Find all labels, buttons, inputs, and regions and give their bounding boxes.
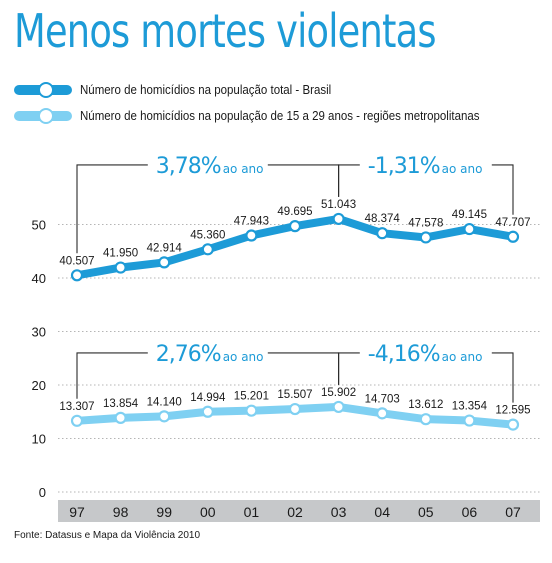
data-point xyxy=(158,410,171,423)
data-point xyxy=(114,411,127,424)
data-point xyxy=(70,269,84,282)
data-point xyxy=(506,418,520,431)
annotation-bracket xyxy=(338,352,360,385)
data-point xyxy=(332,212,345,226)
x-tick-label: 03 xyxy=(331,504,347,520)
x-tick-label: 06 xyxy=(462,504,478,520)
annotation-bracket xyxy=(76,164,148,254)
annotation-label: -4,16% ao ano xyxy=(368,342,483,367)
annotation-bracket xyxy=(491,352,514,403)
x-axis-band xyxy=(58,500,540,522)
data-label: 14.703 xyxy=(365,393,400,405)
data-point xyxy=(506,230,520,243)
x-tick-label: 05 xyxy=(418,504,434,520)
data-point xyxy=(114,261,127,274)
x-tick-label: 98 xyxy=(113,504,129,520)
legend-swatch-youth xyxy=(14,106,72,126)
x-tick-label: 01 xyxy=(244,504,260,520)
legend-swatch-total xyxy=(14,80,72,100)
annotation-label: 3,78% ao ano xyxy=(156,154,264,179)
data-label: 48.374 xyxy=(365,213,401,225)
annotation-bracket xyxy=(267,352,340,385)
data-point xyxy=(463,414,476,427)
data-point xyxy=(245,229,258,242)
y-tick-label: 0 xyxy=(39,485,46,500)
data-label: 47.943 xyxy=(234,216,269,228)
y-tick-label: 50 xyxy=(32,218,46,233)
data-label: 41.950 xyxy=(103,248,138,260)
data-point xyxy=(288,402,302,416)
data-label: 42.914 xyxy=(147,242,183,254)
data-label: 51.043 xyxy=(321,199,356,211)
y-tick-label: 10 xyxy=(32,432,46,447)
annotation-bracket xyxy=(491,164,514,215)
data-point xyxy=(419,413,432,426)
data-label: 15.507 xyxy=(277,389,312,401)
data-label: 49.145 xyxy=(452,209,487,221)
legend-item-total: Número de homicídios na população total … xyxy=(14,80,353,100)
legend-item-youth: Número de homicídios na população de 15 … xyxy=(14,106,514,126)
data-point xyxy=(288,220,302,233)
y-tick-label: 40 xyxy=(32,271,46,286)
data-label: 13.854 xyxy=(103,398,139,410)
x-tick-label: 04 xyxy=(374,504,390,520)
data-label: 13.354 xyxy=(452,401,488,413)
data-point xyxy=(201,243,214,256)
data-point xyxy=(376,227,389,240)
data-point xyxy=(158,256,171,269)
data-label: 49.695 xyxy=(277,206,312,218)
data-label: 45.360 xyxy=(190,229,225,241)
x-tick-label: 99 xyxy=(156,504,172,520)
annotation-label: 2,76% ao ano xyxy=(156,342,264,367)
data-label: 13.612 xyxy=(408,399,443,411)
annotation-bracket xyxy=(338,164,360,197)
x-tick-label: 97 xyxy=(69,504,85,520)
x-tick-label: 02 xyxy=(287,504,303,520)
y-tick-label: 30 xyxy=(32,325,46,340)
data-label: 47.578 xyxy=(408,217,443,229)
data-label: 15.201 xyxy=(234,391,269,403)
annotation-label: -1,31% ao ano xyxy=(368,154,483,179)
annotation-bracket xyxy=(267,164,340,197)
data-label: 14.140 xyxy=(147,396,182,408)
data-label: 15.902 xyxy=(321,387,356,399)
annotation-bracket xyxy=(76,352,148,399)
data-label: 14.994 xyxy=(190,392,226,404)
legend-label-youth: Número de homicídios na população de 15 … xyxy=(80,109,480,123)
y-tick-label: 20 xyxy=(32,378,46,393)
source-note: Fonte: Datasus e Mapa da Violência 2010 xyxy=(14,530,201,541)
data-point xyxy=(245,404,258,417)
data-label: 13.307 xyxy=(59,401,94,413)
data-label: 47.707 xyxy=(495,217,530,229)
data-point xyxy=(463,222,476,236)
data-point xyxy=(332,400,345,414)
data-point xyxy=(419,231,432,244)
data-point xyxy=(70,414,84,427)
data-label: 40.507 xyxy=(59,255,94,267)
data-label: 12.595 xyxy=(495,405,530,417)
x-tick-label: 07 xyxy=(505,504,521,520)
x-tick-label: 00 xyxy=(200,504,216,520)
data-point xyxy=(201,405,214,418)
data-point xyxy=(376,407,389,420)
legend-label-total: Número de homicídios na população total … xyxy=(80,83,332,97)
chart-title: Menos mortes violentas xyxy=(14,4,437,58)
